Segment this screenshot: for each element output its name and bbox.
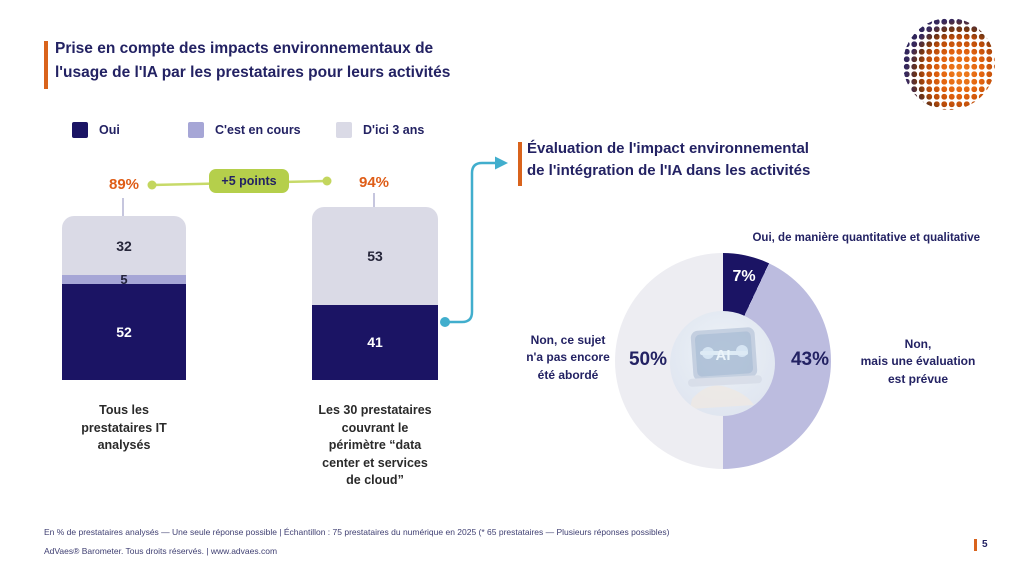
pie-section-title: Évaluation de l'impact environnemental d… (527, 140, 811, 179)
pie-pct-non-prevue: 43% (790, 349, 830, 370)
legend-swatch-dici-3-ans (336, 122, 352, 138)
pie-label-non-prevue: Non, mais une évaluation est prévue (860, 337, 976, 386)
pie-pct-non-aborde: 50% (628, 349, 668, 370)
bar2-segment-oui: 41 (312, 304, 438, 380)
pie-center-image: AI (670, 311, 775, 416)
bar1-category-label: Tous les prestataires IT analysés (81, 403, 167, 452)
flow-arrow-start-dot (440, 317, 450, 327)
bar1-total-label: 89% (108, 176, 140, 193)
page-title: Prise en compte des impacts environnemen… (55, 40, 451, 81)
legend-item-en-cours: C'est en cours (188, 122, 301, 138)
legend-label-dici-3-ans: D'ici 3 ans (363, 123, 425, 137)
legend-label-oui: Oui (99, 123, 120, 137)
footer-copyright: AdVaes® Barometer. Tous droits réservés.… (44, 546, 278, 556)
page-number: 5 (982, 539, 988, 550)
legend-swatch-oui (72, 122, 88, 138)
pie-title-accent-bar (518, 142, 522, 186)
pie-label-oui: Oui, de manière quantitative et qualitat… (752, 232, 980, 244)
pie-pct-oui: 7% (732, 268, 756, 285)
advaes-logo-icon (903, 18, 995, 110)
bar1-segment-oui: 52 (62, 284, 186, 380)
bar1-segment-dici-3-ans: 32 (62, 216, 186, 276)
bar2-category-label: Les 30 prestataires couvrant le périmètr… (318, 403, 432, 487)
legend-swatch-en-cours (188, 122, 204, 138)
bar1-segment-en-cours: 5 (62, 273, 186, 286)
legend-item-dici-3-ans: D'ici 3 ans (336, 122, 424, 138)
bar-30-prestataires: 53 41 (312, 207, 438, 380)
title-accent-bar (44, 41, 48, 89)
legend-item-oui: Oui (72, 122, 120, 138)
bar2-segment-dici-3-ans: 53 (312, 207, 438, 305)
page-number-bar (974, 539, 977, 551)
svg-text:AI: AI (716, 347, 731, 364)
footer-note: En % de prestataires analysés — Une seul… (44, 527, 670, 537)
pie-label-non-aborde: Non, ce sujet n'a pas encore été abordé (526, 333, 610, 382)
delta-badge: +5 points (209, 169, 289, 193)
flow-arrow-line (445, 161, 495, 324)
bar-tous-prestataires: 32 5 52 (62, 216, 186, 380)
legend-label-en-cours: C'est en cours (215, 123, 301, 137)
bar2-total-label: 94% (358, 174, 390, 191)
flow-arrow-head (495, 156, 508, 170)
bar2-tick (373, 193, 375, 208)
laptop-ai-illustration: AI (688, 327, 762, 409)
bar1-tick (122, 198, 124, 216)
